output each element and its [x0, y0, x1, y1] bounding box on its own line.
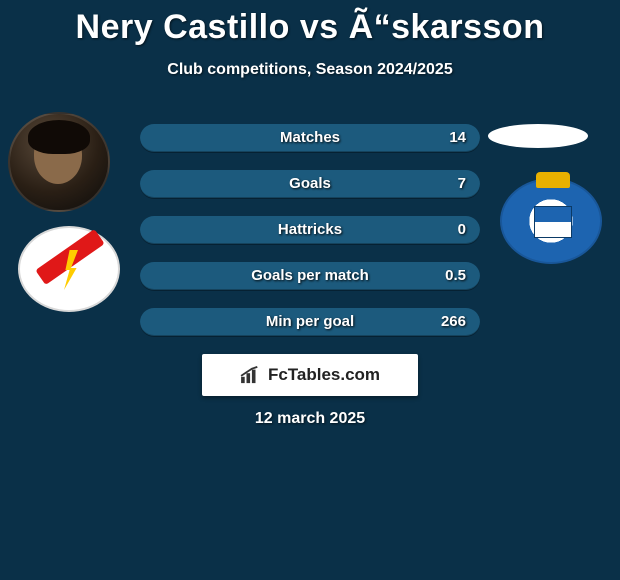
stat-value: 0: [458, 216, 466, 244]
stat-label: Min per goal: [140, 308, 480, 336]
player-right-avatar: [488, 124, 588, 148]
stat-label: Goals: [140, 170, 480, 198]
stat-label: Hattricks: [140, 216, 480, 244]
stat-value: 7: [458, 170, 466, 198]
stat-bar: Matches 14: [140, 124, 480, 152]
club-left-badge: [18, 226, 120, 312]
stat-value: 14: [449, 124, 466, 152]
stats-bars: Matches 14 Goals 7 Hattricks 0 Goals per…: [140, 124, 480, 354]
page-title: Nery Castillo vs Ã“skarsson: [0, 0, 620, 47]
real-sociedad-icon: [500, 178, 602, 264]
stat-value: 0.5: [445, 262, 466, 290]
comparison-card: Nery Castillo vs Ã“skarsson Club competi…: [0, 0, 620, 580]
subtitle: Club competitions, Season 2024/2025: [0, 61, 620, 79]
club-right-badge: [500, 178, 602, 264]
stat-value: 266: [441, 308, 466, 336]
stat-label: Matches: [140, 124, 480, 152]
stat-label: Goals per match: [140, 262, 480, 290]
stat-bar: Goals 7: [140, 170, 480, 198]
brand-text: FcTables.com: [268, 365, 380, 385]
brand-badge: FcTables.com: [202, 354, 418, 396]
chart-icon: [240, 366, 262, 384]
rayo-shield-icon: [18, 226, 120, 312]
player-left-avatar: [8, 112, 110, 212]
stat-bar: Min per goal 266: [140, 308, 480, 336]
stat-bar: Goals per match 0.5: [140, 262, 480, 290]
stat-bar: Hattricks 0: [140, 216, 480, 244]
date-text: 12 march 2025: [0, 410, 620, 428]
